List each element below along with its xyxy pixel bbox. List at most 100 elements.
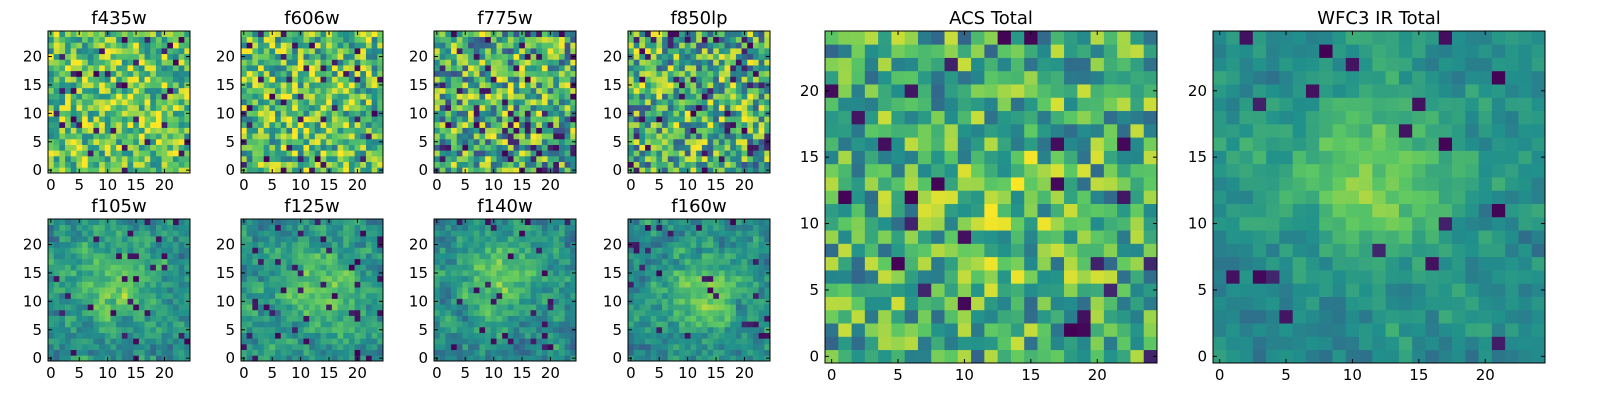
heatmap-cell (462, 287, 469, 294)
heatmap-cell (718, 53, 725, 60)
heatmap-cell (354, 42, 361, 49)
heatmap-cell (337, 247, 344, 254)
heatmap-cell (656, 309, 663, 316)
heatmap-cell (662, 150, 669, 157)
heatmap-cell (48, 253, 55, 260)
heatmap-cell (150, 338, 157, 345)
heatmap-cell (121, 343, 128, 350)
heatmap-cell (82, 298, 89, 305)
heatmap-cell (371, 309, 378, 316)
heatmap-cell (479, 298, 486, 305)
heatmap-cell (496, 287, 503, 294)
heatmap-cell (178, 349, 185, 356)
heatmap-cell (360, 59, 367, 66)
heatmap-cell (713, 59, 720, 66)
heatmap-cell (184, 253, 191, 260)
heatmap-cell (445, 144, 452, 151)
heatmap-cell (297, 59, 304, 66)
heatmap-cell (76, 281, 83, 288)
y-tick-label: 10 (409, 104, 428, 122)
heatmap-cell (110, 36, 117, 43)
heatmap-cell (434, 116, 441, 123)
heatmap-cell (633, 138, 640, 145)
heatmap-cell (673, 309, 680, 316)
x-tick-label: 20 (155, 176, 174, 194)
heatmap-cell (331, 219, 338, 226)
heatmap-cell (172, 104, 179, 111)
heatmap-cell (456, 144, 463, 151)
heatmap-cell (434, 309, 441, 316)
heatmap-cell (524, 281, 531, 288)
heatmap-cell (269, 155, 276, 162)
heatmap-cell (558, 127, 565, 134)
heatmap-cell (752, 53, 759, 60)
x-tick-label: 20 (348, 176, 367, 194)
heatmap-cell (485, 332, 492, 339)
heatmap-cell (473, 116, 480, 123)
heatmap-cell (439, 167, 446, 174)
heatmap-cell (564, 167, 571, 174)
heatmap-cell (564, 31, 571, 38)
heatmap-cell (371, 127, 378, 134)
heatmap-cell (48, 224, 55, 231)
heatmap-cell (246, 236, 253, 243)
heatmap-cell (155, 42, 162, 49)
heatmap-cell (741, 321, 748, 328)
heatmap-cell (110, 343, 117, 350)
heatmap-cell (348, 247, 355, 254)
heatmap-cell (758, 332, 765, 339)
heatmap-cell (70, 281, 77, 288)
heatmap-cell (87, 59, 94, 66)
heatmap-cell (758, 338, 765, 345)
heatmap-cell (354, 298, 361, 305)
heatmap-cell (258, 287, 265, 294)
heatmap-cell (462, 133, 469, 140)
heatmap-cell (292, 309, 299, 316)
heatmap-cell (172, 219, 179, 226)
heatmap-cell (485, 161, 492, 168)
heatmap-cell (741, 161, 748, 168)
heatmap-cell (713, 161, 720, 168)
heatmap-cell (258, 36, 265, 43)
heatmap-cell (507, 150, 514, 157)
heatmap-cell (303, 31, 310, 38)
heatmap-cell (507, 59, 514, 66)
heatmap-cell (679, 36, 686, 43)
heatmap-cell (673, 116, 680, 123)
y-tick-label: 20 (216, 236, 235, 254)
heatmap-cell (747, 161, 754, 168)
heatmap-cell (547, 253, 554, 260)
heatmap-cell (87, 104, 94, 111)
heatmap-cell (65, 275, 72, 282)
heatmap-cell (564, 161, 571, 168)
heatmap-cell (479, 338, 486, 345)
heatmap-cell (133, 161, 140, 168)
heatmap-cell (747, 275, 754, 282)
heatmap-cell (451, 36, 458, 43)
heatmap-cell (167, 104, 174, 111)
heatmap-cell (93, 321, 100, 328)
heatmap-cell (167, 224, 174, 231)
heatmap-cell (371, 332, 378, 339)
heatmap-cell (258, 87, 265, 94)
heatmap-cell (650, 82, 657, 89)
heatmap-cell (53, 275, 60, 282)
heatmap-cell (713, 76, 720, 83)
heatmap-cell (662, 161, 669, 168)
heatmap-cell (513, 138, 520, 145)
heatmap-cell (246, 241, 253, 248)
heatmap-cell (65, 99, 72, 106)
heatmap-cell (507, 309, 514, 316)
heatmap-cell (536, 258, 543, 265)
heatmap-cell (133, 315, 140, 322)
heatmap-cell (462, 144, 469, 151)
heatmap-cell (303, 116, 310, 123)
heatmap-cell (639, 87, 646, 94)
heatmap-cell (553, 332, 560, 339)
heatmap-cell (343, 326, 350, 333)
heatmap-cell (667, 304, 674, 311)
heatmap-cell (639, 121, 646, 128)
heatmap-cell (275, 127, 282, 134)
heatmap-cell (536, 121, 543, 128)
heatmap-cell (280, 298, 287, 305)
